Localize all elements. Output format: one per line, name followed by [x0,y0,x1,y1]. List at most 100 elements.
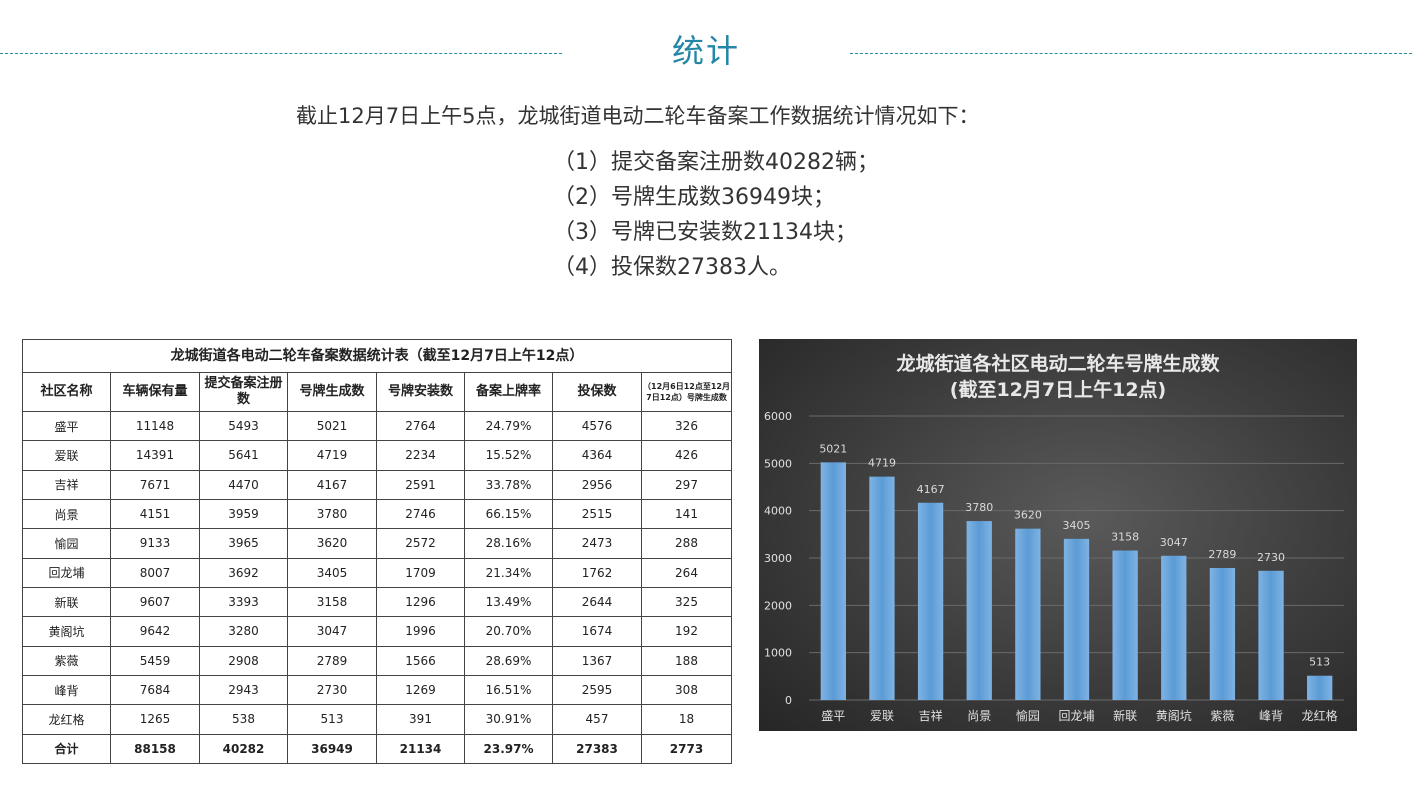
table-total-row: 合计 88158 40282 36949 21134 23.97% 27383 2773 [22,733,732,765]
table-cell: 3692 [199,557,288,588]
table-row: 新联 9607 3393 3158 1296 13.49% 2644 325 [22,586,732,618]
header-plates-installed: 号牌安装数 [376,372,465,412]
x-tick-label: 盛平 [821,708,845,723]
header-plate-rate: 备案上牌率 [464,372,553,412]
bar [917,502,944,700]
summary-item: （3）号牌已安装数21134块； [553,220,857,245]
table-cell: 回龙埔 [22,557,111,588]
table-row: 紫薇 5459 2908 2789 1566 28.69% 1367 188 [22,645,732,676]
y-tick-label: 4000 [764,505,792,518]
table-cell: 3393 [199,586,288,618]
table-cell: 尚景 [22,498,111,530]
table-cell: 16.51% [464,674,553,706]
table-cell: 5493 [199,410,288,442]
y-tick-label: 1000 [764,647,792,660]
x-tick-label: 尚景 [967,709,991,723]
bar [820,462,846,700]
data-label: 513 [1309,656,1330,669]
table-cell: 20.70% [464,616,553,647]
table-cell: 23.97% [464,733,553,765]
table-cell: 27383 [552,733,642,765]
x-tick-label: 爱联 [870,709,894,723]
table-cell: 3620 [287,528,377,559]
summary-item: （4）投保数27383人。 [553,255,791,280]
table-cell: 3158 [287,586,377,618]
table-cell: 5459 [110,645,200,676]
table-cell: 88158 [110,733,200,765]
table-cell: 30.91% [464,704,553,735]
table-cell: 28.16% [464,528,553,559]
table-cell: 426 [641,440,732,471]
table-cell: 2572 [376,528,465,559]
header-rule-right [850,53,1412,54]
table-cell: 1566 [376,645,465,676]
table-cell: 457 [552,704,642,735]
table-cell: 愉园 [22,528,111,559]
table-cell: 13.49% [464,586,553,618]
table-cell: 4364 [552,440,642,471]
table-cell: 21.34% [464,557,553,588]
summary-item: （1）提交备案注册数40282辆； [553,150,879,175]
x-tick-label: 愉园 [1016,708,1040,723]
data-label: 2789 [1208,548,1236,561]
summary-item: （2）号牌生成数36949块； [553,185,835,210]
bar [1112,550,1138,700]
table-cell: 325 [641,586,732,618]
y-tick-label: 0 [785,694,792,707]
table-cell: 326 [641,410,732,442]
table-cell: 21134 [376,733,465,765]
table-cell: 24.79% [464,410,553,442]
table-cell: 3405 [287,557,377,588]
x-tick-label: 吉祥 [919,709,943,723]
table-cell: 2789 [287,645,377,676]
table-cell: 1296 [376,586,465,618]
header-daily-plates: （12月6日12点至12月7日12点）号牌生成数 [641,372,732,412]
table-cell: 40282 [199,733,288,765]
table-cell: 264 [641,557,732,588]
bar [1015,528,1041,700]
table-cell: 吉祥 [22,469,111,500]
table-cell: 192 [641,616,732,647]
table-cell: 1367 [552,645,642,676]
header-insured: 投保数 [552,372,642,412]
table-row: 吉祥 7671 4470 4167 2591 33.78% 2956 297 [22,469,732,500]
table-cell: 4167 [287,469,377,500]
bar [1209,567,1236,700]
table-cell: 1709 [376,557,465,588]
table-cell: 黄阁坑 [22,616,111,647]
table-cell: 513 [287,704,377,735]
table-cell: 1996 [376,616,465,647]
table-cell: 2908 [199,645,288,676]
chart-plot: 0 1000 2000 3000 4000 5000 6000 5021 盛平 4719 爱联 416… [764,410,1344,723]
table-cell: 5021 [287,410,377,442]
table-cell: 2234 [376,440,465,471]
table-cell: 峰背 [22,674,111,706]
header-rule-left [0,53,562,54]
table-cell: 1674 [552,616,642,647]
bar [1063,538,1090,700]
table-cell: 3280 [199,616,288,647]
data-label: 2730 [1257,551,1285,564]
table-cell: 2764 [376,410,465,442]
table-cell: 1762 [552,557,642,588]
header-plates-generated: 号牌生成数 [287,372,377,412]
table-cell: 2956 [552,469,642,500]
bar [966,521,992,700]
table-cell: 1265 [110,704,200,735]
table-cell: 2591 [376,469,465,500]
table-caption: 龙城街道各电动二轮车备案数据统计表（截至12月7日上午12点） [22,339,732,372]
data-label: 3780 [965,501,993,514]
bar [1161,555,1187,700]
table-cell: 141 [641,498,732,530]
table-cell: 3965 [199,528,288,559]
table-cell: 爱联 [22,440,111,471]
header-community: 社区名称 [22,372,111,412]
table-cell: 9607 [110,586,200,618]
data-label: 3620 [1014,509,1042,522]
table-cell: 11148 [110,410,200,442]
table-cell: 2730 [287,674,377,706]
table-cell: 龙红格 [22,704,111,735]
table-cell: 合计 [22,733,111,765]
table-cell: 新联 [22,586,111,618]
table-row: 峰背 7684 2943 2730 1269 16.51% 2595 308 [22,674,732,706]
